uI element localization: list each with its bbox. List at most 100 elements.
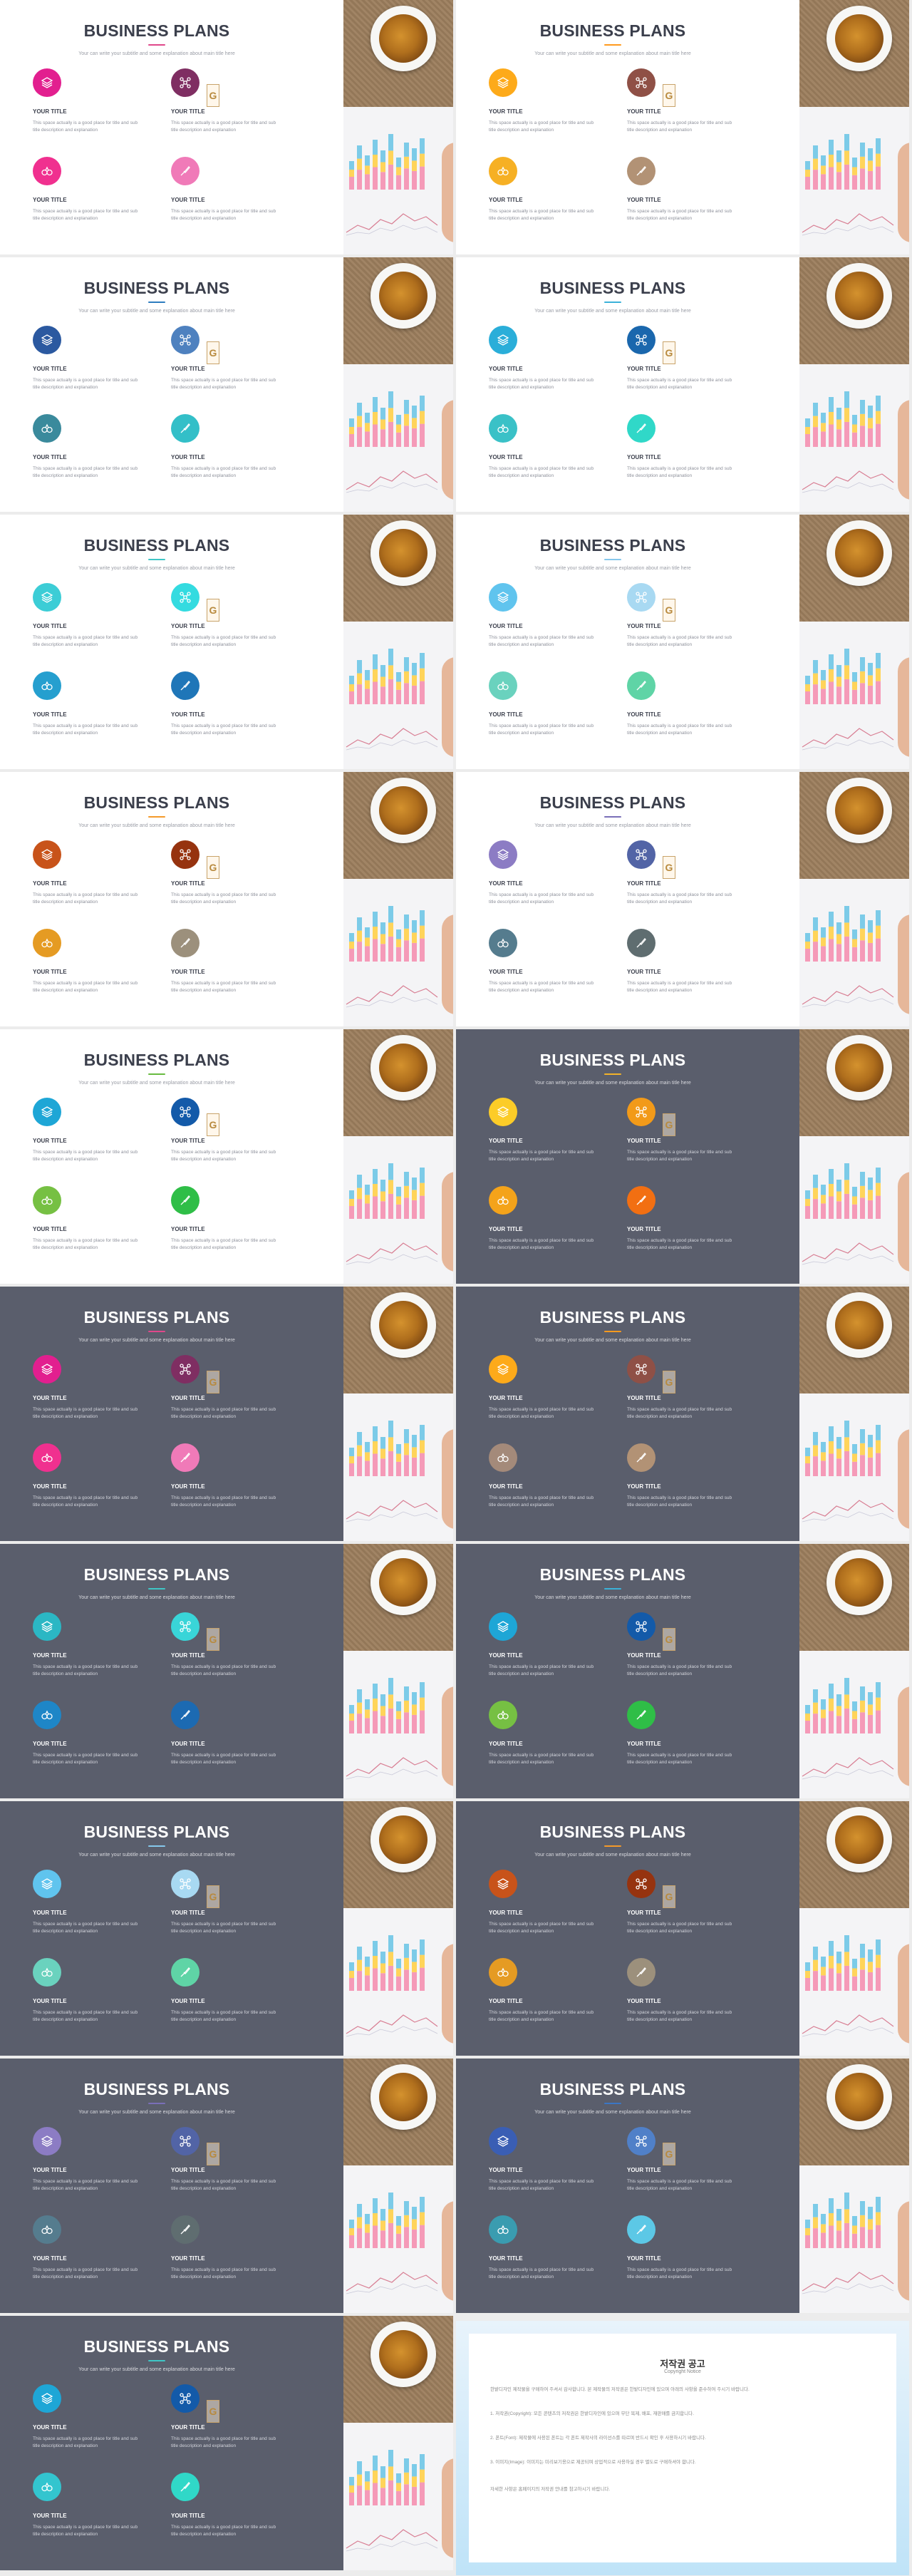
watermark-logo: G xyxy=(207,2400,219,2423)
item-title: YOUR TITLE xyxy=(489,1998,523,2004)
chart-bar xyxy=(373,1711,378,1733)
hand-image xyxy=(898,1429,909,1529)
slide-subtitle: Your can write your subtitle and some ex… xyxy=(78,1853,235,1858)
item-title: YOUR TITLE xyxy=(489,880,523,887)
chart-bar xyxy=(388,2450,393,2467)
chart-bar xyxy=(365,2481,370,2490)
slide-thumbnail[interactable]: BUSINESS PLANS Your can write your subti… xyxy=(0,257,453,512)
slide-thumbnail[interactable]: BUSINESS PLANS Your can write your subti… xyxy=(0,772,453,1026)
hand-image xyxy=(442,400,453,500)
coffee-cup-icon xyxy=(826,1035,892,1101)
layers-icon xyxy=(489,1355,517,1384)
feature-item: YOUR TITLE This space actually is a good … xyxy=(33,1870,161,1948)
chart-bar xyxy=(373,1453,378,1476)
chart-bar xyxy=(821,1442,826,1453)
slide-thumbnail[interactable]: BUSINESS PLANS Your can write your subti… xyxy=(456,1029,909,1284)
chart-bar xyxy=(805,434,810,447)
feature-item: YOUR TITLE This space actually is a good … xyxy=(171,2127,299,2205)
slide-thumbnail[interactable]: BUSINESS PLANS Your can write your subti… xyxy=(0,2316,453,2570)
slide-thumbnail[interactable]: BUSINESS PLANS Your can write your subti… xyxy=(0,0,453,254)
item-title: YOUR TITLE xyxy=(171,623,205,629)
title-underline xyxy=(604,1073,621,1075)
chart-bar xyxy=(396,681,401,690)
slide-thumbnail[interactable]: BUSINESS PLANS Your can write your subti… xyxy=(0,515,453,769)
slide-thumbnail[interactable]: BUSINESS PLANS Your can write your subti… xyxy=(0,1287,453,1541)
coffee-chart-photo xyxy=(799,1287,909,1541)
item-description: This space actually is a good place for … xyxy=(489,892,594,905)
chart-bar xyxy=(420,2197,425,2212)
feature-item: YOUR TITLE This space actually is a good … xyxy=(489,929,617,1007)
slide-thumbnail[interactable]: BUSINESS PLANS Your can write your subti… xyxy=(0,1029,453,1284)
slide-thumbnail[interactable]: BUSINESS PLANS Your can write your subti… xyxy=(456,1544,909,1798)
hand-image xyxy=(442,657,453,757)
coffee-cup-icon xyxy=(370,2064,436,2130)
chart-bar xyxy=(420,938,425,962)
layers-icon xyxy=(33,1355,61,1384)
slide-thumbnail[interactable]: BUSINESS PLANS Your can write your subti… xyxy=(0,1801,453,2056)
slide-thumbnail[interactable]: BUSINESS PLANS Your can write your subti… xyxy=(456,257,909,512)
slide-content: BUSINESS PLANS Your can write your subti… xyxy=(0,1029,343,1284)
chart-bar xyxy=(805,933,810,942)
chart-bar xyxy=(420,681,425,704)
chart-bar xyxy=(844,679,849,704)
chart-bar xyxy=(380,2230,385,2248)
binoculars-icon xyxy=(489,1701,517,1729)
item-description: This space actually is a good place for … xyxy=(627,1238,732,1250)
chart-bar xyxy=(412,663,417,676)
binoculars-icon xyxy=(489,671,517,700)
chart-bar xyxy=(829,412,834,425)
chart-bar xyxy=(404,143,409,157)
chart-bar xyxy=(836,2230,841,2248)
slide-thumbnail[interactable]: BUSINESS PLANS Your can write your subti… xyxy=(456,772,909,1026)
layers-icon xyxy=(33,326,61,354)
chart-bar xyxy=(844,134,849,151)
coffee-cup-icon xyxy=(370,6,436,71)
chart-bar xyxy=(852,672,857,682)
chart-bar xyxy=(349,684,354,691)
item-description: This space actually is a good place for … xyxy=(627,2179,732,2191)
item-title: YOUR TITLE xyxy=(627,1483,661,1490)
bar-chart-icon xyxy=(349,906,425,962)
network-icon xyxy=(171,840,200,869)
feature-item: YOUR TITLE This space actually is a good … xyxy=(171,1870,299,1948)
chart-bar xyxy=(365,927,370,938)
slide-thumbnail[interactable]: BUSINESS PLANS Your can write your subti… xyxy=(456,1287,909,1541)
slide-thumbnail[interactable]: BUSINESS PLANS Your can write your subti… xyxy=(0,1544,453,1798)
chart-bar xyxy=(805,1206,810,1219)
slide-thumbnail[interactable]: BUSINESS PLANS Your can write your subti… xyxy=(456,515,909,769)
chart-bar xyxy=(373,2198,378,2213)
bar-chart-icon xyxy=(805,2193,881,2248)
item-title: YOUR TITLE xyxy=(489,1138,523,1144)
item-description: This space actually is a good place for … xyxy=(627,2267,732,2279)
slide-thumbnail[interactable]: BUSINESS PLANS Your can write your subti… xyxy=(456,1801,909,2056)
slide-thumbnail[interactable]: BUSINESS PLANS Your can write your subti… xyxy=(0,2059,453,2313)
slide-thumbnail[interactable]: BUSINESS PLANS Your can write your subti… xyxy=(456,0,909,254)
bar-chart-icon xyxy=(805,1163,881,1219)
chart-bar xyxy=(349,676,354,684)
chart-bar xyxy=(805,1714,810,1721)
chart-bar xyxy=(412,170,417,190)
slide-thumbnail[interactable]: BUSINESS PLANS Your can write your subti… xyxy=(456,2059,909,2313)
hand-image xyxy=(898,1172,909,1272)
chart-bar xyxy=(420,411,425,424)
slide-content: BUSINESS PLANS Your can write your subti… xyxy=(0,1801,343,2056)
chart-bar xyxy=(829,2213,834,2226)
chart-bar xyxy=(388,1708,393,1733)
chart-bar xyxy=(412,932,417,943)
coffee-chart-photo xyxy=(343,1029,453,1284)
chart-bar xyxy=(373,2225,378,2248)
slide-subtitle: Your can write your subtitle and some ex… xyxy=(534,1853,691,1858)
chart-bar xyxy=(868,148,873,161)
copyright-notice-slide[interactable]: 저작권 공고 Copyright Notice 한밭디자인 제작물을 구매하여 … xyxy=(456,2321,909,2575)
rocket-icon xyxy=(627,1443,656,1472)
slide-title: BUSINESS PLANS xyxy=(83,536,230,555)
chart-bar xyxy=(868,2229,873,2248)
chart-bar xyxy=(821,1195,826,1204)
layers-icon xyxy=(489,1098,517,1126)
chart-bar xyxy=(852,2233,857,2248)
chart-bar xyxy=(388,1193,393,1219)
item-title: YOUR TITLE xyxy=(171,969,205,975)
binoculars-icon xyxy=(33,929,61,957)
chart-bar xyxy=(868,1190,873,1200)
chart-bar xyxy=(836,922,841,934)
